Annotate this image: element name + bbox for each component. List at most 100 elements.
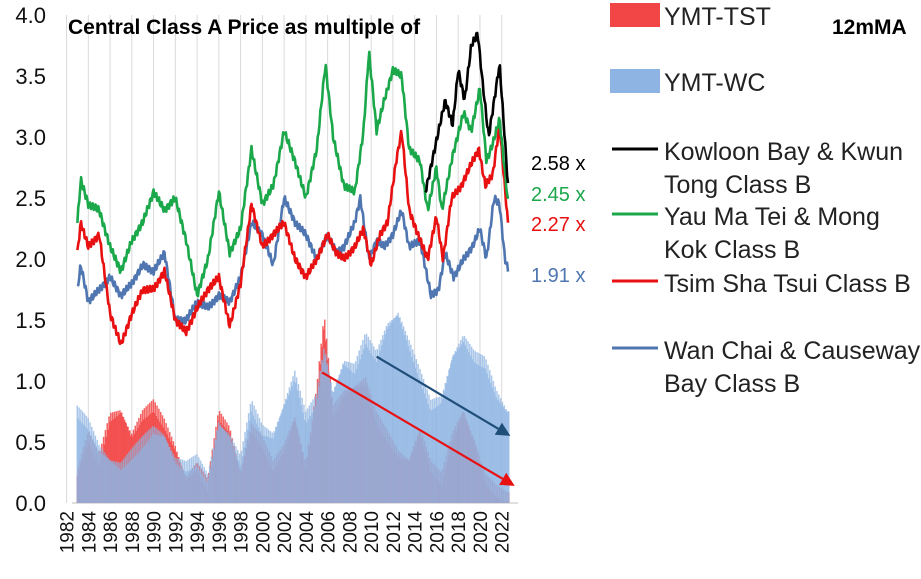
x-tick-label: 2010 xyxy=(362,511,383,553)
bar-ymt-wc xyxy=(127,463,129,503)
bar-ymt-wc xyxy=(297,384,300,503)
bar-ymt-wc xyxy=(246,429,249,503)
bar-ymt-wc xyxy=(186,471,188,503)
bar-ymt-wc xyxy=(251,401,253,503)
bar-ymt-wc xyxy=(96,440,98,503)
bar-ymt-wc xyxy=(365,333,368,503)
bar-ymt-wc xyxy=(492,380,495,503)
bar-ymt-wc xyxy=(295,377,298,503)
bar-ymt-wc xyxy=(299,390,302,503)
bar-ymt-wc xyxy=(239,465,242,503)
bar-ymt-wc xyxy=(341,369,343,503)
bar-ymt-wc xyxy=(501,401,504,503)
bar-ymt-wc xyxy=(343,364,345,503)
line-yau-ma-tei-mong-kok-class-b xyxy=(76,50,510,298)
bar-ymt-wc xyxy=(230,442,233,503)
bar-ymt-wc xyxy=(256,413,259,503)
bar-ymt-wc xyxy=(257,427,260,503)
bar-ymt-wc xyxy=(107,457,109,503)
bar-ymt-wc xyxy=(283,404,285,503)
bar-ymt-wc xyxy=(438,404,440,503)
bar-ymt-wc xyxy=(198,457,200,503)
bar-ymt-wc xyxy=(314,406,317,503)
bar-ymt-wc xyxy=(450,363,452,503)
bar-ymt-wc xyxy=(482,367,485,503)
bar-ymt-wc xyxy=(284,404,286,503)
bar-ymt-wc xyxy=(304,419,306,503)
bar-ymt-wc xyxy=(325,365,328,503)
bar-ymt-wc xyxy=(110,462,113,503)
bar-ymt-wc xyxy=(303,404,305,503)
bar-ymt-wc xyxy=(201,463,204,503)
bar-ymt-wc xyxy=(345,361,348,503)
bar-ymt-wc xyxy=(301,397,303,503)
bar-ymt-wc xyxy=(81,422,83,503)
bar-ymt-wc xyxy=(318,387,321,503)
bar-ymt-wc xyxy=(350,370,352,503)
bar-ymt-wc xyxy=(209,468,212,503)
bar-ymt-wc xyxy=(400,323,402,503)
bar-ymt-wc xyxy=(83,413,86,503)
bar-ymt-wc xyxy=(379,350,381,503)
bar-ymt-tst xyxy=(116,416,118,503)
bar-ymt-wc xyxy=(156,434,158,503)
bar-ymt-wc xyxy=(459,346,461,503)
bar-ymt-wc xyxy=(94,435,97,503)
bar-ymt-wc xyxy=(194,455,196,503)
bar-ymt-wc xyxy=(236,449,239,503)
bar-ymt-wc xyxy=(359,359,361,503)
bar-ymt-wc xyxy=(262,425,264,503)
bar-ymt-wc xyxy=(292,376,294,503)
bar-ymt-wc xyxy=(322,363,324,503)
bar-ymt-wc xyxy=(429,408,431,503)
bar-ymt-wc xyxy=(324,357,326,503)
bar-ymt-wc xyxy=(291,386,293,503)
bar-ymt-wc xyxy=(466,348,468,503)
bar-ymt-wc xyxy=(442,389,445,503)
bar-ymt-wc xyxy=(451,356,454,503)
bar-ymt-wc xyxy=(162,434,165,503)
bar-ymt-wc xyxy=(360,345,362,503)
x-tick-label: 1994 xyxy=(188,511,209,554)
bar-ymt-wc xyxy=(508,411,510,503)
bar-ymt-wc xyxy=(222,428,224,503)
bar-ymt-wc xyxy=(161,436,164,503)
bars-ymt-wc xyxy=(76,312,510,503)
bar-ymt-wc xyxy=(334,386,337,503)
bar-ymt-wc xyxy=(165,440,167,503)
y-tick-label: 0.5 xyxy=(15,430,46,455)
bar-ymt-wc xyxy=(133,445,136,503)
bar-ymt-wc xyxy=(82,424,85,503)
bar-ymt-wc xyxy=(121,468,124,503)
bar-ymt-wc xyxy=(290,381,292,503)
bar-ymt-wc xyxy=(394,317,397,503)
bar-ymt-wc xyxy=(353,373,356,503)
y-tick-label: 1.5 xyxy=(15,308,46,333)
bar-ymt-wc xyxy=(340,369,342,503)
x-tick-label: 2018 xyxy=(449,511,470,553)
bar-ymt-wc xyxy=(457,349,459,503)
bar-ymt-wc xyxy=(125,465,127,503)
bar-ymt-wc xyxy=(294,370,296,503)
bar-ymt-wc xyxy=(311,412,313,503)
bar-ymt-wc xyxy=(339,373,341,503)
bar-ymt-wc xyxy=(349,362,351,503)
bar-ymt-wc xyxy=(470,346,473,503)
bar-ymt-wc xyxy=(86,428,89,503)
bar-ymt-wc xyxy=(366,347,369,503)
bar-ymt-wc xyxy=(348,369,350,503)
bar-ymt-wc xyxy=(241,456,244,503)
bar-ymt-wc xyxy=(498,402,501,503)
bar-ymt-wc xyxy=(419,368,421,503)
bar-ymt-wc xyxy=(139,438,141,503)
bar-ymt-wc xyxy=(233,442,235,503)
bar-ymt-wc xyxy=(406,335,409,503)
bar-ymt-wc xyxy=(256,423,258,503)
bar-ymt-wc xyxy=(502,407,505,503)
bar-ymt-wc xyxy=(178,458,180,503)
bar-ymt-wc xyxy=(347,361,350,503)
bar-ymt-wc xyxy=(136,454,138,503)
bar-ymt-wc xyxy=(444,382,447,503)
y-tick-label: 0.0 xyxy=(15,491,46,516)
bar-ymt-wc xyxy=(441,398,444,503)
